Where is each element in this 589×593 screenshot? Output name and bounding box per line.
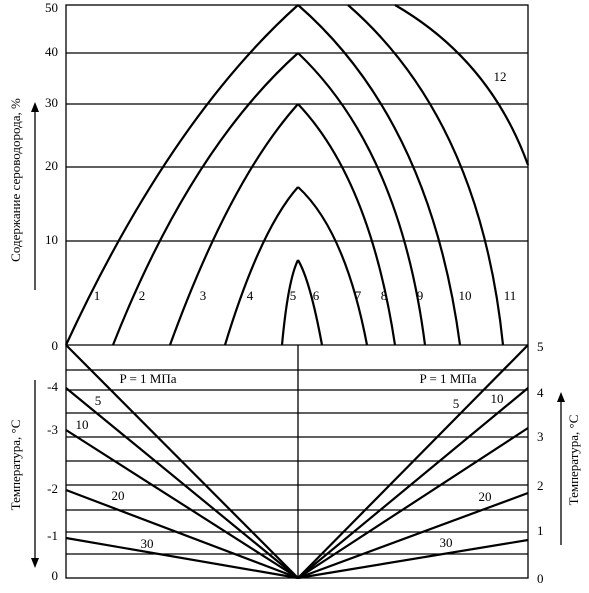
axis-label: Температура, °С	[8, 420, 23, 511]
tick-label: -2	[47, 481, 58, 496]
tick-label: -1	[47, 528, 58, 543]
line-label: P = 1 МПа	[419, 371, 476, 386]
tick-label: 4	[537, 385, 544, 400]
curve-label: 2	[139, 288, 146, 303]
right-ticks: 5 4 3 2 1 0	[537, 339, 544, 586]
tick-label: 20	[45, 158, 58, 173]
tick-label: 0	[537, 571, 544, 586]
axis-label: Содержание сероводорода, %	[8, 98, 23, 262]
arrows	[31, 102, 565, 568]
line-labels: P = 1 МПа 5 10 20 30 P = 1 МПа 5 10 20 3…	[76, 371, 504, 551]
tick-label: 5	[537, 339, 544, 354]
line-label: P = 1 МПа	[119, 371, 176, 386]
curve-label: 4	[247, 288, 254, 303]
top-ticks: 50 40 30 20 10 0	[45, 0, 58, 353]
curve-label: 12	[494, 69, 507, 84]
line-label: 5	[453, 396, 460, 411]
tick-label: -4	[47, 379, 58, 394]
tick-label: -3	[47, 422, 58, 437]
frame	[65, 4, 529, 579]
tick-label: 0	[52, 568, 59, 583]
line-label: 10	[76, 417, 89, 432]
curve-label: 9	[417, 288, 424, 303]
curve-label: 10	[459, 288, 472, 303]
curve-label: 5	[290, 288, 297, 303]
axis-label: Температура, °С	[566, 415, 581, 506]
line-label: 20	[479, 489, 492, 504]
curve-labels: 1 2 3 4 5 6 7 8 9 10 11 12	[94, 69, 517, 303]
curve-label: 6	[313, 288, 320, 303]
left-ticks: 0 -4 -3 -2 -1 0	[47, 379, 58, 583]
line-label: 30	[141, 536, 154, 551]
curve-label: 8	[381, 288, 388, 303]
tick-label: 10	[45, 232, 58, 247]
tick-label: 3	[537, 429, 544, 444]
tick-label: 1	[537, 523, 544, 538]
curve-label: 7	[355, 288, 362, 303]
curves	[65, 4, 530, 580]
line-label: 20	[112, 488, 125, 503]
line-label: 5	[95, 393, 102, 408]
curve-label: 11	[504, 288, 517, 303]
curve-label: 3	[200, 288, 207, 303]
line-label: 10	[491, 391, 504, 406]
curve-label: 1	[94, 288, 101, 303]
tick-label: 2	[537, 478, 544, 493]
tick-label: 50	[45, 0, 58, 15]
tick-label: 0	[52, 338, 59, 353]
line-label: 30	[440, 535, 453, 550]
tick-label: 40	[45, 44, 58, 59]
tick-label: 30	[45, 95, 58, 110]
